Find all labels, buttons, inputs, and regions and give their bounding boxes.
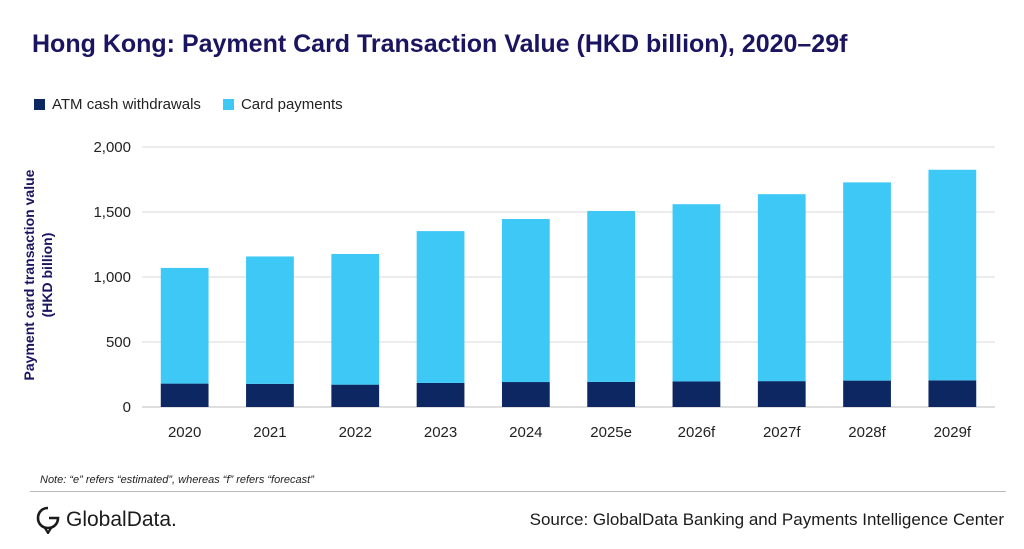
logo-text: GlobalData. xyxy=(66,508,177,531)
y-tick-label: 2,000 xyxy=(93,139,131,156)
bar-atm-2022 xyxy=(331,384,380,407)
legend-item-atm: ATM cash withdrawals xyxy=(34,96,201,113)
y-tick-label: 500 xyxy=(106,334,131,351)
footnote: Note: “e” refers “estimated”, whereas “f… xyxy=(40,474,314,486)
bar-atm-2025e xyxy=(587,381,636,407)
legend-item-card: Card payments xyxy=(222,96,343,113)
globaldata-logo-icon xyxy=(36,506,60,534)
x-tick-label: 2027f xyxy=(763,424,801,441)
bar-atm-2024 xyxy=(501,382,550,407)
y-tick-label: 1,000 xyxy=(93,269,131,286)
x-tick-label: 2029f xyxy=(934,424,972,441)
bar-atm-2027f xyxy=(757,381,806,407)
chart-title: Hong Kong: Payment Card Transaction Valu… xyxy=(32,30,848,58)
x-tick-label: 2023 xyxy=(424,424,457,441)
bar-card-2029f xyxy=(928,169,977,381)
bar-atm-2026f xyxy=(672,381,721,407)
legend-label-atm: ATM cash withdrawals xyxy=(52,96,201,113)
bar-card-2022 xyxy=(331,253,380,385)
x-tick-label: 2025e xyxy=(590,424,632,441)
y-axis-ticks: 0 500 1,000 1,500 2,000 xyxy=(93,139,131,416)
legend-swatch-card xyxy=(222,99,234,110)
y-axis-label-line1: Payment card transaction value xyxy=(21,169,37,380)
bar-atm-2029f xyxy=(928,380,977,407)
y-tick-label: 0 xyxy=(123,399,131,416)
legend-swatch-atm xyxy=(34,99,45,110)
x-tick-label: 2020 xyxy=(168,424,201,441)
bar-card-2028f xyxy=(843,182,891,381)
globaldata-logo: GlobalData. xyxy=(36,506,177,534)
bar-card-2026f xyxy=(672,204,721,382)
bar-atm-2021 xyxy=(246,383,294,407)
bar-atm-2028f xyxy=(843,380,891,407)
x-tick-label: 2026f xyxy=(678,424,716,441)
y-tick-label: 1,500 xyxy=(93,204,131,221)
bar-card-2021 xyxy=(246,256,294,384)
bar-card-2023 xyxy=(416,231,465,383)
chart-legend: ATM cash withdrawals Card payments xyxy=(34,96,343,113)
bar-card-2025e xyxy=(587,210,636,382)
bar-atm-2020 xyxy=(160,383,209,407)
x-tick-label: 2028f xyxy=(848,424,886,441)
bar-card-2020 xyxy=(160,267,209,384)
source-text: Source: GlobalData Banking and Payments … xyxy=(529,510,1004,529)
x-axis-ticks: 2020 2021 2022 2023 2024 2025e 2026f 2027f 2028f… xyxy=(168,424,972,441)
legend-label-card: Card payments xyxy=(240,96,343,113)
x-tick-label: 2024 xyxy=(509,424,542,441)
footer-divider xyxy=(30,491,1006,492)
bars xyxy=(160,169,977,407)
x-tick-label: 2022 xyxy=(339,424,372,441)
bar-atm-2023 xyxy=(416,382,465,407)
y-axis-label-line2: (HKD billion) xyxy=(39,233,55,318)
x-tick-label: 2021 xyxy=(253,424,286,441)
bar-card-2024 xyxy=(501,219,550,383)
bar-card-2027f xyxy=(757,194,806,382)
